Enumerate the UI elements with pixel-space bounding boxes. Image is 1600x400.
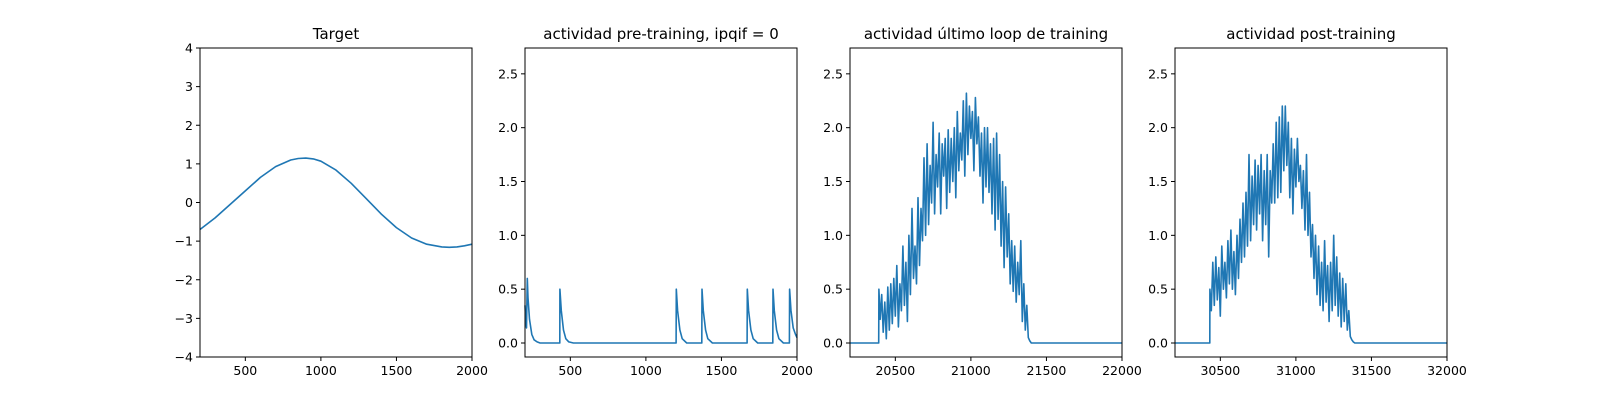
y-tick-label: 3 (185, 79, 193, 94)
y-tick-label: 0.5 (823, 282, 843, 297)
y-tick-label: 1.5 (823, 174, 843, 189)
x-tick-label: 1500 (381, 363, 413, 378)
y-tick-label: 0.5 (498, 282, 518, 297)
x-tick-label: 32000 (1427, 363, 1467, 378)
x-tick-label: 30500 (1200, 363, 1240, 378)
axes-frame (199, 47, 473, 358)
y-tick-label: 2.0 (1148, 120, 1168, 135)
x-tick-label: 1000 (305, 363, 337, 378)
y-tick-label: 0.5 (1148, 282, 1168, 297)
y-tick-label: −4 (175, 350, 193, 365)
axes-frame (524, 47, 798, 358)
y-tick-label: 1.0 (1148, 228, 1168, 243)
axes-frame (849, 47, 1123, 358)
subplot-1: Target 500 1000 1500 2000 −4 −3 −2 −1 0 1 2 3 4 (175, 25, 488, 378)
x-tick-label: 20500 (875, 363, 915, 378)
x-tick-label: 500 (558, 363, 582, 378)
subplot-title: Target (312, 25, 360, 43)
x-tick-label: 31000 (1276, 363, 1316, 378)
y-tick-label: 1.0 (823, 228, 843, 243)
series-line (1175, 105, 1447, 344)
x-tick-label: 1500 (706, 363, 738, 378)
y-tick-label: −2 (175, 272, 193, 287)
series-line (199, 157, 473, 249)
y-tick-label: 2.0 (498, 120, 518, 135)
y-tick-label: −3 (175, 311, 193, 326)
subplot-3: actividad último loop de training 20500 21… (823, 25, 1142, 378)
x-tick-label: 22000 (1102, 363, 1142, 378)
y-tick-label: 1 (185, 156, 193, 171)
y-tick-label: 2.5 (1148, 66, 1168, 81)
y-tick-label: −1 (175, 234, 193, 249)
y-tick-label: 0 (185, 195, 193, 210)
y-tick-label: 2.5 (823, 66, 843, 81)
y-tick-label: 2.0 (823, 120, 843, 135)
y-tick-label: 4 (185, 41, 193, 56)
subplot-title: actividad post-training (1226, 25, 1395, 43)
x-tick-label: 500 (233, 363, 257, 378)
x-tick-label: 1000 (630, 363, 662, 378)
x-tick-label: 2000 (781, 363, 813, 378)
subplot-title: actividad último loop de training (864, 25, 1108, 43)
y-tick-label: 1.0 (498, 228, 518, 243)
x-tick-label: 21500 (1027, 363, 1067, 378)
subplot-title: actividad pre-training, ipqif = 0 (543, 25, 779, 43)
y-tick-label: 0.0 (1148, 336, 1168, 351)
series-line (850, 92, 1122, 344)
y-tick-label: 1.5 (1148, 174, 1168, 189)
x-tick-label: 2000 (456, 363, 488, 378)
y-tick-label: 0.0 (498, 336, 518, 351)
series-line (524, 277, 798, 344)
x-tick-label: 21000 (951, 363, 991, 378)
y-tick-label: 2.5 (498, 66, 518, 81)
y-tick-label: 1.5 (498, 174, 518, 189)
subplot-2: actividad pre-training, ipqif = 0 500 1000… (498, 25, 813, 378)
axes-frame (1174, 47, 1448, 358)
y-tick-label: 0.0 (823, 336, 843, 351)
subplot-4: actividad post-training 30500 31000 31500 32… (1148, 25, 1467, 378)
x-tick-label: 31500 (1352, 363, 1392, 378)
y-tick-label: 2 (185, 118, 193, 133)
